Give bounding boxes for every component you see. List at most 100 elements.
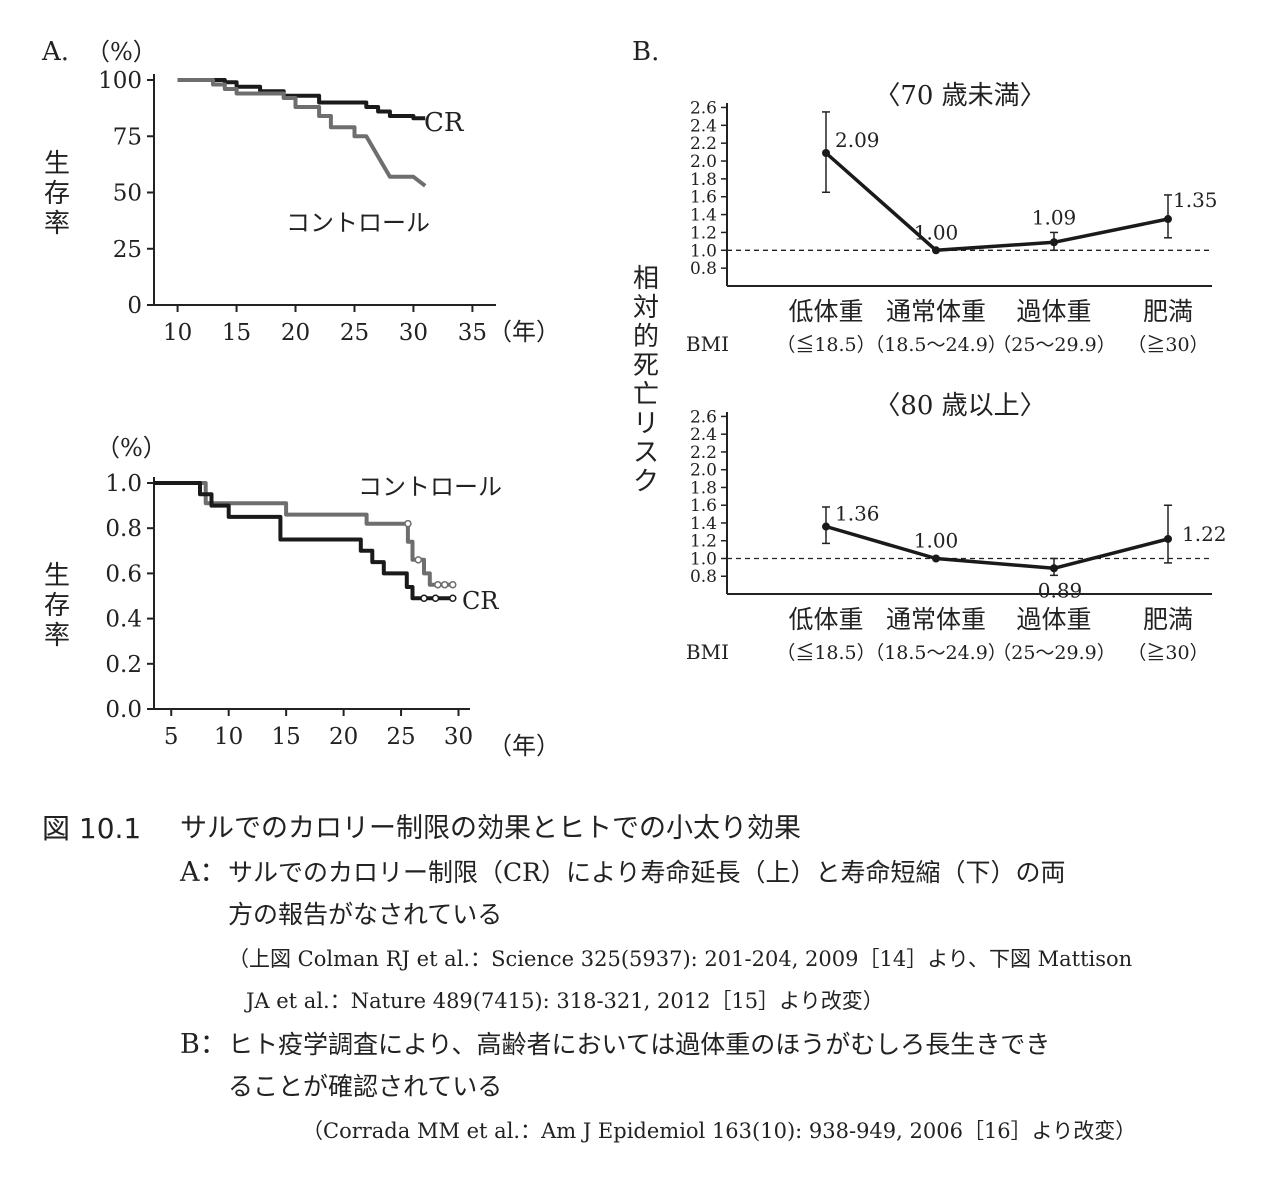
data-point: [1050, 564, 1058, 573]
y-tick-label: 0.8: [105, 516, 142, 542]
a-top-survival-chart: 100 75 50 25 0 10 15 20 25 30 35: [98, 68, 496, 346]
b-chart1-title: 〈70 歳未満〉: [874, 81, 1045, 111]
y-tick-label: 1.0: [105, 471, 142, 497]
y-tick-label: 0.6: [105, 561, 142, 587]
vertical-axis-char: 亡: [633, 380, 659, 410]
category-label: 通常体重: [886, 605, 986, 634]
x-tick-label: 5: [164, 724, 179, 750]
data-label: 1.36: [835, 502, 880, 526]
y-tick-label: 1.0: [690, 549, 717, 569]
a-top-cr-label: CR: [424, 108, 465, 138]
bmi-label: BMI: [686, 332, 729, 356]
y-tick-label: 1.8: [690, 170, 717, 190]
data-point: [1050, 238, 1058, 247]
category-label: 過体重: [1016, 605, 1091, 634]
category-range-label: （18.5〜24.9）: [865, 642, 1007, 664]
a-top-x-unit: （年）: [488, 318, 560, 346]
x-tick-label: 20: [281, 320, 310, 346]
y-tick-label: 1.6: [690, 496, 717, 516]
x-tick-label: 25: [340, 320, 369, 346]
y-tick-label: 0.8: [690, 259, 717, 279]
y-tick-label: 1.0: [690, 241, 717, 261]
series-line: [177, 78, 427, 188]
category-label: 低体重: [788, 605, 863, 634]
y-tick-label: 1.6: [690, 188, 717, 208]
vertical-axis-char: 生: [44, 149, 70, 179]
caption-a-reference-2: JA et al.：Nature 489(7415): 318-321, 201…: [246, 989, 884, 1013]
x-tick-label: 25: [386, 724, 415, 750]
caption-a-reference-1: （上図 Colman RJ et al.：Science 325(5937): …: [228, 947, 1133, 971]
vertical-axis-char: リ: [633, 409, 659, 439]
data-point: [932, 554, 940, 563]
category-label: 過体重: [1016, 297, 1091, 326]
x-tick-label: 30: [399, 320, 428, 346]
x-tick-label: 15: [272, 724, 301, 750]
vertical-axis-char: 率: [44, 621, 70, 651]
x-tick-label: 30: [444, 724, 473, 750]
y-tick-label: 0.8: [690, 567, 717, 587]
y-tick-label: 0.0: [105, 697, 142, 723]
caption-b-label: B：: [180, 1029, 227, 1060]
series-line: [154, 481, 453, 587]
caption-b-reference: （Corrada MM et al.：Am J Epidemiol 163(10…: [302, 1119, 1137, 1143]
vertical-axis-char: 対: [633, 293, 659, 323]
caption-a-line1: サルでのカロリー制限（CR）により寿命延長（上）と寿命短縮（下）の両: [228, 858, 1066, 887]
series-line: [177, 78, 426, 121]
figure-caption: 図 10.1 サルでのカロリー制限の効果とヒトでの小太り効果 A： サルでのカロ…: [0, 800, 1265, 1186]
caption-b-line2: ることが確認されている: [228, 1072, 503, 1101]
b-chart2-title: 〈80 歳以上〉: [874, 391, 1045, 421]
censor-mark: [431, 594, 440, 603]
y-tick-label: 0.2: [105, 652, 142, 678]
censor-mark: [434, 580, 442, 589]
y-tick-label: 50: [113, 181, 142, 207]
y-tick-label: 2.6: [690, 98, 717, 118]
x-tick-label: 15: [222, 320, 251, 346]
b-chart-under-70: 2.62.42.22.01.81.61.41.21.00.8 2.09 1.00 1.…: [686, 98, 1218, 356]
a-bottom-cr-label: CR: [462, 587, 499, 615]
vertical-axis-char: 死: [633, 351, 659, 381]
y-tick-label: 1.8: [690, 478, 717, 498]
data-label: 1.22: [1182, 522, 1227, 546]
y-tick-label: 2.4: [690, 425, 717, 445]
y-tick-label: 2.6: [690, 407, 717, 427]
category-label: 通常体重: [886, 297, 986, 326]
vertical-axis-char: 生: [44, 561, 70, 591]
series-line: [825, 524, 1169, 571]
data-point: [1164, 534, 1172, 543]
y-tick-label: 25: [113, 237, 142, 263]
data-point: [932, 246, 940, 255]
data-label: 1.09: [1032, 205, 1077, 229]
y-tick-label: 1.2: [690, 223, 717, 243]
data-label: 0.89: [1038, 578, 1083, 602]
data-label: 1.00: [914, 220, 959, 244]
a-top-control-label: コントロール: [286, 209, 430, 237]
x-tick-label: 10: [214, 724, 243, 750]
category-range-label: （18.5〜24.9）: [865, 334, 1007, 356]
category-label: 肥満: [1143, 297, 1193, 326]
category-label: 肥満: [1143, 605, 1193, 634]
censor-mark: [449, 580, 457, 589]
y-tick-label: 100: [98, 68, 142, 94]
x-tick-label: 35: [458, 320, 487, 346]
y-tick-label: 2.0: [690, 152, 717, 172]
a-bottom-x-unit: （年）: [488, 732, 560, 760]
x-tick-label: 20: [329, 724, 358, 750]
y-tick-label: 2.2: [690, 443, 717, 463]
x-tick-label: 10: [163, 320, 192, 346]
vertical-axis-char: 相: [633, 264, 659, 294]
vertical-axis-char: 的: [633, 322, 659, 352]
data-label: 2.09: [835, 128, 880, 152]
censor-mark: [449, 594, 457, 603]
a-bottom-survival-chart: 1.0 0.8 0.6 0.4 0.2 0.0 5 10 15 20 25 30: [105, 471, 473, 750]
series-line: [824, 151, 1169, 253]
category-range-label: （≦18.5）: [776, 334, 875, 356]
censor-mark: [440, 580, 449, 589]
category-range-label: （≧30）: [1127, 334, 1208, 356]
y-tick-label: 0: [127, 293, 142, 319]
vertical-axis-char: 率: [44, 209, 70, 239]
a-bottom-y-axis-label: 生存率: [44, 561, 70, 651]
a-top-y-axis-label: 生存率: [44, 149, 70, 239]
a-top-y-unit: （%）: [86, 38, 157, 66]
